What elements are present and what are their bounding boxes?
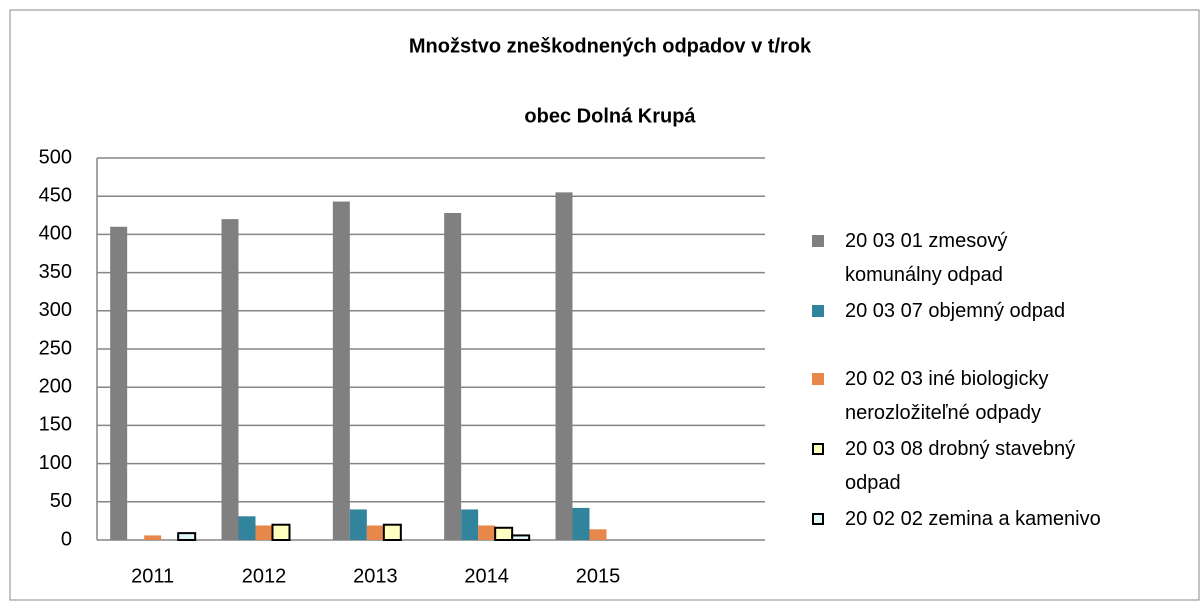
y-tick-label: 350: [39, 261, 72, 283]
bar: [271, 523, 291, 541]
bar: [572, 507, 590, 540]
bar: [444, 213, 462, 540]
chart-subtitle: obec Dolná Krupá: [524, 105, 696, 127]
legend-label: 20 03 07 objemný odpad: [845, 300, 1066, 322]
legend: 20 03 01 zmesový komunálny odpad 20 03 07…: [805, 224, 1185, 538]
bar: [110, 226, 128, 540]
bar: [221, 219, 239, 540]
legend-label: 20 03 01 zmesový komunálny odpad: [845, 230, 1008, 286]
y-tick-label: 500: [39, 146, 72, 168]
legend-entry: 20 03 01 zmesový komunálny odpad: [805, 224, 1185, 292]
bar: [238, 516, 256, 540]
legend-entry: 20 02 03 iné biologicky nerozložiteľné o…: [805, 362, 1185, 430]
legend-label: 20 02 02 zemina a kamenivo: [845, 508, 1101, 530]
legend-label: 20 02 03 iné biologicky nerozložiteľné o…: [845, 368, 1049, 424]
bar: [478, 525, 496, 540]
bar: [177, 532, 197, 542]
legend-swatch: [812, 305, 824, 317]
bar: [366, 525, 384, 540]
legend-swatch: [812, 513, 824, 525]
legend-swatch: [812, 373, 824, 385]
y-tick-label: 250: [39, 337, 72, 359]
bar: [461, 509, 479, 540]
y-tick-label: 200: [39, 375, 72, 397]
x-tick-label: 2011: [131, 565, 174, 587]
bar: [494, 526, 514, 542]
y-tick-label: 100: [39, 452, 72, 474]
x-tick-label: 2015: [576, 565, 621, 587]
chart-title: Množstvo zneškodnených odpadov v t/rok: [409, 35, 812, 57]
bar: [555, 192, 573, 540]
y-tick-label: 50: [50, 490, 72, 512]
bar: [332, 201, 350, 540]
y-tick-label: 0: [61, 528, 72, 550]
x-tick-label: 2014: [464, 565, 509, 587]
y-tick-label: 150: [39, 414, 72, 436]
legend-swatch: [812, 443, 824, 455]
bar: [511, 534, 531, 542]
legend-entry: 20 03 08 drobný stavebný odpad: [805, 432, 1185, 500]
bar: [144, 535, 162, 540]
legend-label: 20 03 08 drobný stavebný odpad: [845, 438, 1076, 494]
bar: [349, 509, 367, 540]
x-tick-label: 2013: [353, 565, 398, 587]
bar: [589, 529, 607, 540]
y-tick-label: 450: [39, 184, 72, 206]
bar: [255, 525, 273, 540]
legend-swatch: [812, 235, 824, 247]
y-tick-label: 400: [39, 223, 72, 245]
x-tick-label: 2012: [242, 565, 287, 587]
legend-entry: 20 03 07 objemný odpad: [805, 294, 1185, 328]
y-tick-label: 300: [39, 299, 72, 321]
bar: [382, 523, 402, 541]
legend-entry: 20 02 02 zemina a kamenivo: [805, 502, 1185, 536]
